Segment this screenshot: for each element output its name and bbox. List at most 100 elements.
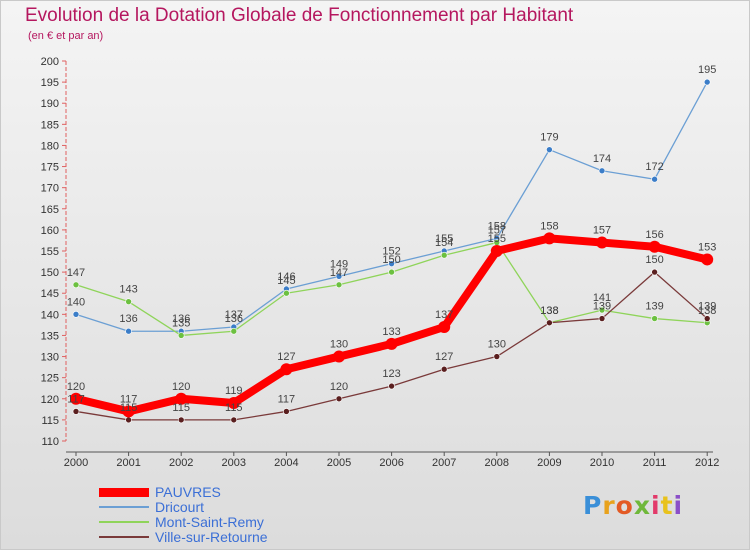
data-label-mont-saint-remy: 138 xyxy=(540,305,558,317)
data-label-pauvres: 117 xyxy=(120,393,138,405)
data-label-dricourt: 146 xyxy=(277,271,295,283)
y-tick-label: 110 xyxy=(41,436,59,448)
legend-swatch-pauvres xyxy=(99,488,149,497)
data-point-mont-saint-remy xyxy=(440,251,448,259)
data-label-dricourt: 155 xyxy=(435,233,453,245)
data-point-pauvres xyxy=(70,392,82,405)
x-tick-label: 2005 xyxy=(327,457,351,469)
x-tick-label: 2008 xyxy=(485,457,509,469)
data-label-ville-sur-retourne: 120 xyxy=(330,381,348,393)
data-label-ville-sur-retourne: 139 xyxy=(593,301,611,313)
y-tick-label: 140 xyxy=(41,309,59,321)
x-tick-label: 2012 xyxy=(695,457,719,469)
logo-letter: r xyxy=(602,491,616,520)
data-point-ville-sur-retourne xyxy=(388,382,395,390)
data-label-mont-saint-remy: 141 xyxy=(593,292,611,304)
logo-letter: x xyxy=(633,491,651,520)
x-tick-label: 2007 xyxy=(432,457,456,469)
data-point-pauvres xyxy=(385,337,398,350)
x-tick-label: 2001 xyxy=(116,457,140,469)
data-label-mont-saint-remy: 157 xyxy=(488,225,506,237)
logo-letter: i xyxy=(673,491,684,520)
data-point-dricourt xyxy=(703,78,711,86)
data-point-mont-saint-remy xyxy=(335,281,343,289)
data-point-pauvres xyxy=(438,321,451,333)
data-label-mont-saint-remy: 147 xyxy=(67,267,85,279)
data-label-dricourt: 179 xyxy=(540,132,558,144)
data-point-pauvres xyxy=(175,392,188,405)
legend-item-mont-saint-remy: Mont-Saint-Remy xyxy=(99,515,268,530)
axes: 110 115 120 125 130 135 140 145 150 155 160 165 170 1… xyxy=(41,56,720,469)
data-point-pauvres xyxy=(122,405,135,418)
data-point-pauvres xyxy=(596,236,608,249)
series-mont-saint-remy xyxy=(72,239,711,339)
series-ville-sur-retourne xyxy=(72,268,711,424)
data-point-dricourt xyxy=(598,167,606,175)
data-label-pauvres: 156 xyxy=(645,229,663,241)
data-label-pauvres: 157 xyxy=(593,225,611,237)
data-point-dricourt xyxy=(125,327,132,335)
data-point-dricourt xyxy=(388,260,395,267)
legend: PAUVRES Dricourt Mont-Saint-Remy Ville-sur-… xyxy=(99,485,268,545)
y-tick-label: 190 xyxy=(41,98,59,110)
data-label-pauvres: 130 xyxy=(330,339,348,351)
data-point-ville-sur-retourne xyxy=(177,416,185,424)
data-label-pauvres: 120 xyxy=(67,381,85,393)
y-tick-label: 165 xyxy=(41,204,59,216)
logo-letter: o xyxy=(615,491,634,520)
y-tick-label: 200 xyxy=(41,56,59,68)
data-point-mont-saint-remy xyxy=(72,281,80,289)
data-label-pauvres: 155 xyxy=(488,233,506,245)
y-tick-label: 120 xyxy=(41,394,59,406)
data-label-pauvres: 119 xyxy=(225,385,243,397)
data-label-dricourt: 140 xyxy=(67,296,85,308)
series-pauvres xyxy=(70,232,714,418)
data-label-mont-saint-remy: 150 xyxy=(382,254,400,266)
series-dricourt xyxy=(72,78,711,335)
data-point-ville-sur-retourne xyxy=(230,416,238,424)
data-point-pauvres xyxy=(701,253,714,266)
data-label-pauvres: 153 xyxy=(698,241,716,253)
y-tick-label: 145 xyxy=(41,288,59,300)
data-point-ville-sur-retourne xyxy=(283,408,290,415)
data-point-ville-sur-retourne xyxy=(335,395,343,403)
x-tick-label: 2009 xyxy=(537,457,561,469)
data-label-ville-sur-retourne: 115 xyxy=(120,402,138,414)
data-point-ville-sur-retourne xyxy=(493,353,501,360)
series-layer xyxy=(70,78,714,424)
logo-letter: P xyxy=(583,491,603,520)
x-tick-label: 2004 xyxy=(274,457,298,469)
data-point-dricourt xyxy=(651,175,658,183)
data-point-mont-saint-remy xyxy=(125,298,132,305)
data-label-ville-sur-retourne: 150 xyxy=(645,254,663,266)
data-label-dricourt: 195 xyxy=(698,64,716,76)
y-tick-label: 180 xyxy=(41,140,59,152)
data-label-mont-saint-remy: 138 xyxy=(698,305,716,317)
logo-letter: t xyxy=(660,491,674,520)
data-label-dricourt: 158 xyxy=(488,220,506,232)
data-point-dricourt xyxy=(546,146,553,153)
chart-title: Evolution de la Dotation Globale de Fonc… xyxy=(25,5,574,26)
legend-label-mont-saint-remy: Mont-Saint-Remy xyxy=(155,514,264,530)
legend-label-dricourt: Dricourt xyxy=(155,499,205,515)
data-label-ville-sur-retourne: 127 xyxy=(435,351,453,363)
chart-subtitle: (en € et par an) xyxy=(28,30,104,42)
data-point-ville-sur-retourne xyxy=(125,416,132,424)
data-label-ville-sur-retourne: 138 xyxy=(540,305,558,317)
legend-swatch-mont-saint-remy xyxy=(99,521,149,523)
data-label-ville-sur-retourne: 123 xyxy=(382,368,400,380)
data-point-pauvres xyxy=(543,232,556,245)
data-point-ville-sur-retourne xyxy=(598,315,606,322)
data-point-mont-saint-remy xyxy=(598,306,606,314)
data-label-pauvres: 137 xyxy=(435,309,453,321)
legend-label-pauvres: PAUVRES xyxy=(155,484,221,500)
y-tick-label: 135 xyxy=(41,330,59,342)
data-label-mont-saint-remy: 147 xyxy=(330,267,348,279)
data-point-mont-saint-remy xyxy=(177,332,185,339)
data-label-pauvres: 158 xyxy=(540,220,558,232)
x-tick-label: 2003 xyxy=(222,457,246,469)
data-label-ville-sur-retourne: 115 xyxy=(172,402,190,414)
